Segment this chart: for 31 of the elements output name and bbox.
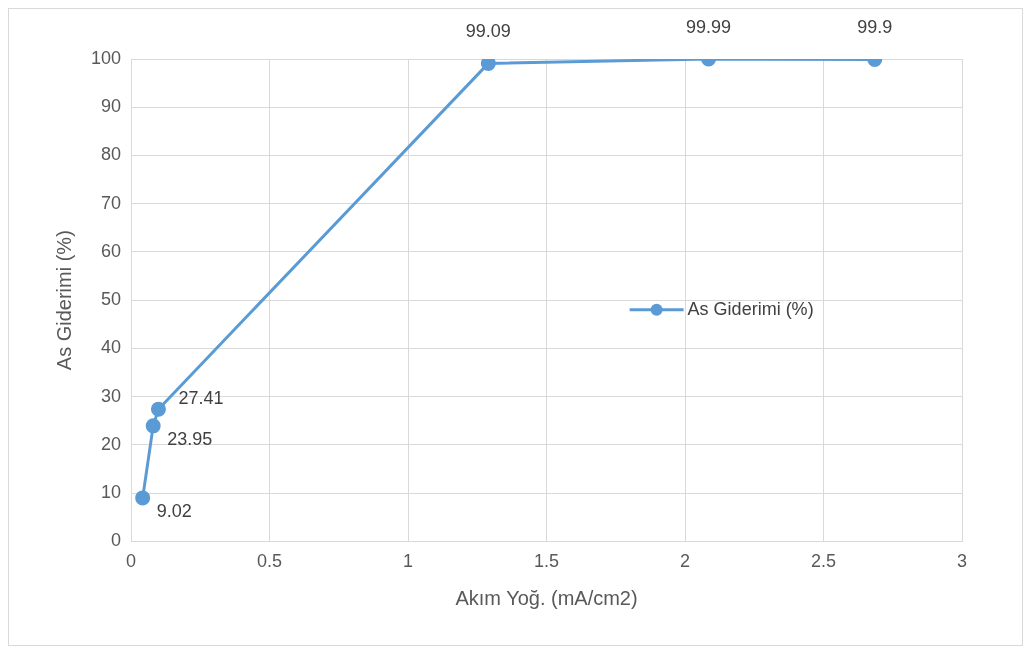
- x-tick-label: 1.5: [534, 551, 560, 572]
- x-tick-label: 1: [403, 551, 414, 572]
- x-tick-label: 0.5: [257, 551, 283, 572]
- y-tick-label: 90: [101, 96, 122, 117]
- y-axis-title: As Giderimi (%): [52, 230, 75, 371]
- x-tick-label: 2.5: [810, 551, 837, 572]
- x-tick-label: 3: [956, 551, 968, 572]
- data-label: 27.41: [178, 388, 224, 409]
- y-tick-label: 40: [101, 337, 122, 358]
- y-tick-label: 20: [101, 433, 122, 454]
- y-tick-label: 10: [101, 482, 122, 503]
- y-tick-label: 0: [111, 530, 122, 551]
- data-label: 23.95: [167, 428, 213, 449]
- point: [135, 490, 151, 506]
- data-label: 99.9: [857, 17, 893, 38]
- legend-label: As Giderimi (%): [687, 298, 814, 319]
- point: [480, 59, 496, 71]
- y-tick-label: 80: [101, 144, 122, 165]
- y-tick-label: 50: [101, 289, 122, 310]
- point: [150, 401, 166, 417]
- y-tick-label: 60: [101, 240, 122, 261]
- x-tick-label: 2: [680, 551, 691, 572]
- data-label: 9.02: [156, 500, 192, 521]
- y-tick-label: 100: [90, 47, 122, 68]
- x-axis-title: Akım Yoğ. (mA/cm2): [455, 586, 638, 609]
- data-label: 99.09: [465, 21, 511, 42]
- point: [145, 418, 161, 434]
- data-label: 99.99: [686, 17, 732, 38]
- y-tick-label: 30: [101, 385, 122, 406]
- y-tick-label: 70: [101, 192, 122, 213]
- x-tick-label: 0: [126, 551, 137, 572]
